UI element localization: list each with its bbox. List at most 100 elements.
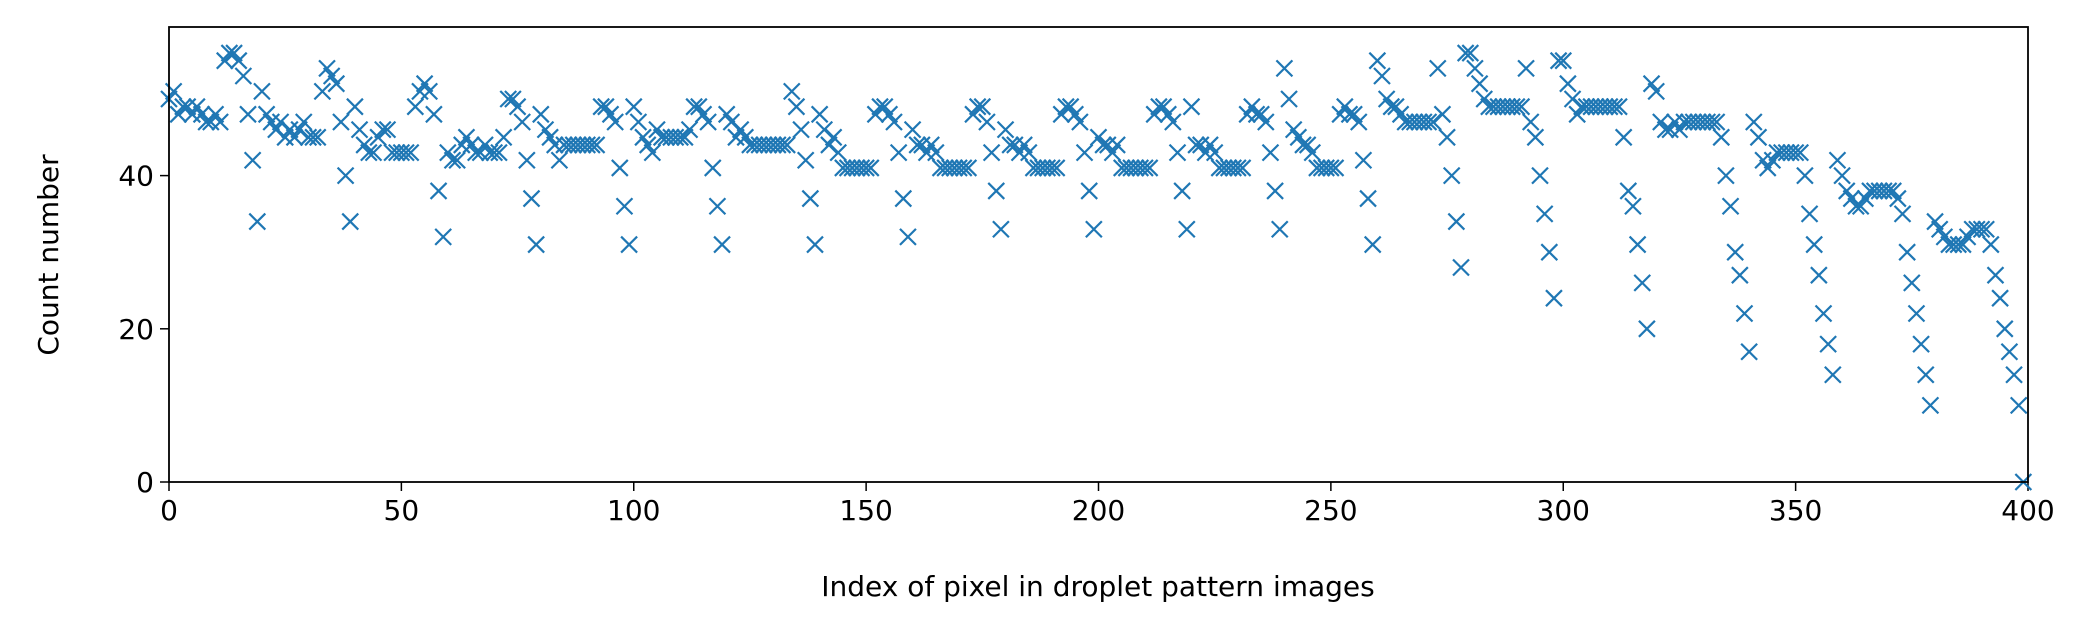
point	[1758, 159, 1777, 177]
point	[1545, 289, 1563, 307]
point	[1977, 220, 1995, 238]
point	[1935, 228, 1954, 246]
point	[290, 120, 308, 139]
point	[499, 90, 518, 108]
point	[313, 82, 332, 101]
point	[1810, 266, 1828, 284]
point	[1470, 74, 1489, 93]
point	[508, 97, 527, 116]
point	[1466, 59, 1484, 78]
point	[1275, 59, 1294, 78]
point	[820, 136, 838, 154]
point	[174, 97, 192, 116]
point	[504, 90, 522, 108]
point	[829, 143, 848, 162]
point	[1377, 90, 1396, 108]
point	[1261, 143, 1280, 162]
point	[1796, 166, 1814, 185]
point	[708, 197, 727, 216]
point	[1814, 304, 1833, 323]
point	[1972, 220, 1991, 238]
point	[1995, 320, 2014, 338]
point	[810, 105, 829, 124]
point	[778, 136, 796, 154]
point	[629, 113, 648, 131]
point	[964, 105, 982, 124]
x-tick-label: 300	[1537, 494, 1590, 527]
point	[885, 113, 903, 131]
point	[294, 113, 313, 131]
point	[1047, 159, 1066, 177]
point	[1136, 159, 1154, 177]
point	[1089, 128, 1108, 147]
x-tick-label: 50	[384, 494, 420, 527]
point	[1847, 197, 1865, 216]
point	[643, 143, 662, 162]
point	[801, 189, 820, 208]
point	[1912, 335, 1930, 353]
point	[685, 97, 703, 116]
point	[1856, 189, 1875, 208]
y-tick-label: 20	[118, 313, 154, 346]
x-tick-label: 0	[160, 494, 178, 527]
point	[401, 143, 420, 162]
x-tick-label: 100	[607, 494, 660, 527]
point	[1475, 90, 1494, 108]
point	[1633, 274, 1652, 292]
point	[996, 120, 1015, 139]
point	[336, 166, 355, 185]
point	[634, 128, 652, 147]
point	[434, 228, 452, 246]
point	[257, 105, 276, 124]
point	[1419, 113, 1438, 131]
point	[1712, 128, 1731, 147]
point	[1270, 220, 1289, 238]
point	[1247, 105, 1266, 124]
point	[1150, 97, 1168, 116]
point	[1447, 212, 1466, 231]
point	[425, 105, 443, 124]
point	[1833, 166, 1851, 185]
point	[1061, 97, 1080, 116]
point	[1336, 97, 1354, 116]
point	[722, 113, 741, 131]
point	[611, 159, 629, 177]
point	[1201, 136, 1219, 154]
point	[164, 82, 183, 101]
point	[1085, 220, 1103, 238]
x-tick-label: 350	[1769, 494, 1822, 527]
point	[1526, 128, 1545, 147]
point	[341, 212, 360, 231]
point	[1359, 189, 1377, 208]
point	[1740, 343, 1758, 361]
point	[420, 82, 439, 101]
point	[954, 159, 973, 177]
point	[1280, 90, 1298, 108]
point	[439, 143, 457, 162]
point	[215, 51, 234, 70]
point	[374, 120, 392, 139]
point	[462, 136, 480, 154]
point	[1647, 82, 1665, 101]
point	[676, 128, 694, 147]
point	[243, 151, 262, 170]
point	[1842, 189, 1861, 208]
point	[1340, 105, 1359, 124]
point	[1080, 182, 1098, 200]
point	[671, 128, 690, 147]
point	[360, 143, 378, 162]
point	[1066, 105, 1085, 124]
point	[1205, 143, 1224, 162]
point	[229, 51, 248, 70]
point	[1638, 320, 1656, 338]
point	[615, 197, 634, 216]
point	[1879, 182, 1898, 200]
point	[1610, 97, 1628, 116]
point	[304, 128, 322, 147]
point	[1731, 266, 1749, 284]
point	[1057, 97, 1075, 116]
point	[355, 136, 373, 154]
point	[1921, 396, 1940, 415]
point	[899, 228, 917, 246]
point	[1986, 266, 2005, 284]
